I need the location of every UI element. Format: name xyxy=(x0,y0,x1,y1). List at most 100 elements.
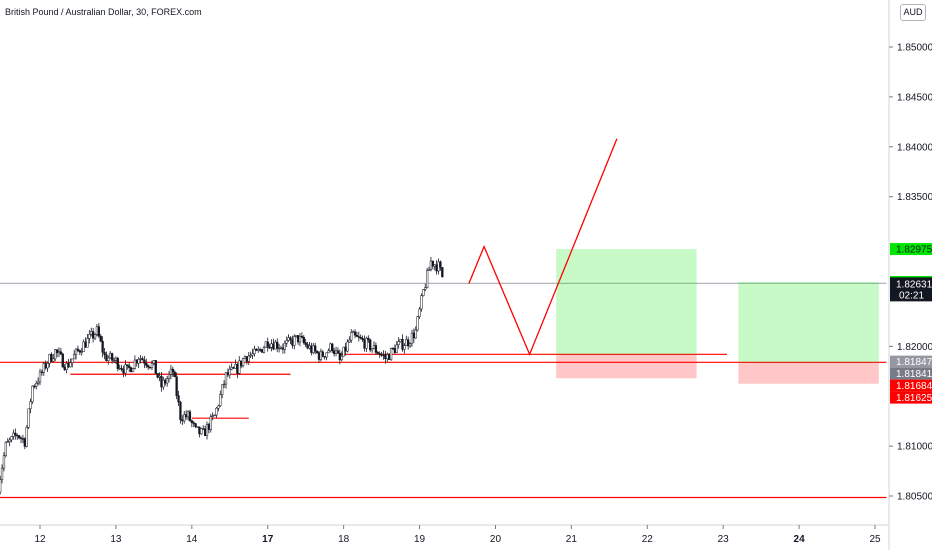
countdown-label: 02:21 xyxy=(899,290,924,301)
candle-body xyxy=(194,423,197,427)
date-tick-label: 17 xyxy=(262,534,274,545)
candle-body xyxy=(327,350,330,354)
candle-body xyxy=(0,467,4,480)
position-target-zone xyxy=(556,249,697,355)
candle-body xyxy=(217,405,220,409)
candle-body xyxy=(203,428,207,436)
price-tag-bg xyxy=(890,243,932,256)
candle-body xyxy=(80,351,83,353)
candle-body xyxy=(342,346,345,357)
candle-body xyxy=(200,428,203,435)
candle-body xyxy=(300,336,304,338)
price-axis[interactable]: 1.85000 1.84500 1.84000 1.83500 1.82000 1.810… xyxy=(889,43,932,503)
candle-body xyxy=(150,363,154,368)
candle-body xyxy=(334,350,338,354)
candle-body xyxy=(91,331,95,339)
candle-body xyxy=(152,360,156,364)
date-tick-label: 19 xyxy=(414,534,426,545)
candle-body xyxy=(209,416,212,430)
candle-body xyxy=(240,360,243,367)
candle-body xyxy=(302,337,305,343)
candle-body xyxy=(156,373,159,378)
candle-body xyxy=(336,350,340,354)
candle-body xyxy=(196,426,199,428)
position-stop-zone xyxy=(738,362,879,384)
candle-body xyxy=(179,401,182,420)
candle-body xyxy=(57,351,61,353)
candle-body xyxy=(82,341,85,352)
price-tick-label: 1.81000 xyxy=(897,442,932,453)
candle-body xyxy=(110,353,114,361)
date-tick-label: 20 xyxy=(490,534,502,545)
candle-body xyxy=(25,427,28,447)
candle-body xyxy=(386,354,389,360)
candle-body xyxy=(270,343,273,348)
candle-body xyxy=(12,432,15,437)
candle-body xyxy=(211,415,214,417)
candle-body xyxy=(184,414,188,418)
candle-body xyxy=(332,350,336,354)
candle-body xyxy=(69,362,72,368)
candle-body xyxy=(321,351,324,357)
candle-body xyxy=(226,372,230,376)
candle-body xyxy=(323,356,326,358)
candle-body xyxy=(317,352,321,360)
position-stop-zone xyxy=(556,354,697,379)
candle-body xyxy=(6,441,9,443)
candle-body xyxy=(420,295,423,310)
candle-body xyxy=(439,261,442,268)
price-tag-label: 1.81625 xyxy=(896,393,932,404)
candle-body xyxy=(441,267,444,278)
candle-body xyxy=(27,408,30,428)
candle-body xyxy=(221,384,224,395)
candle-body xyxy=(162,379,165,388)
candle-body xyxy=(276,341,279,349)
candle-body xyxy=(293,336,296,346)
position-boxes xyxy=(556,249,879,384)
candle-body xyxy=(21,438,25,440)
candle-body xyxy=(105,354,108,361)
candle-body xyxy=(181,419,184,422)
price-tag-label: 1.81684 xyxy=(896,381,932,392)
candle-body xyxy=(93,334,97,339)
price-tick-label: 1.85000 xyxy=(897,43,932,54)
candle-body xyxy=(190,420,193,423)
currency-badge[interactable]: AUD xyxy=(900,4,926,21)
candle-body xyxy=(416,316,419,331)
candle-body xyxy=(253,348,256,354)
candle-body xyxy=(222,383,226,386)
candle-body xyxy=(348,339,351,343)
candle-body xyxy=(207,424,211,430)
candle-body xyxy=(126,364,129,367)
date-tick-label: 25 xyxy=(869,534,881,545)
candle-body xyxy=(308,345,311,349)
candle-body xyxy=(141,358,144,361)
candle-body xyxy=(63,366,66,371)
candle-body xyxy=(59,351,63,355)
candle-body xyxy=(346,341,349,352)
candle-body xyxy=(370,348,374,351)
candle-body xyxy=(435,264,438,272)
time-axis[interactable]: 12 13 14 17 18 19 20 21 22 23 24 25 xyxy=(34,525,881,545)
candle-body xyxy=(277,347,281,350)
candle-body xyxy=(78,350,82,353)
candle-body xyxy=(40,371,44,373)
candle-body xyxy=(351,331,355,333)
candle-body xyxy=(431,260,434,267)
candle-body xyxy=(122,369,125,374)
candle-body xyxy=(148,366,152,369)
candle-body xyxy=(109,353,112,359)
candle-body xyxy=(232,367,235,369)
candle-body xyxy=(418,308,421,317)
candle-body xyxy=(131,368,135,373)
candle-body xyxy=(389,347,393,360)
candle-body xyxy=(145,363,148,366)
candle-body xyxy=(325,352,328,358)
candle-body xyxy=(158,375,161,378)
price-tag-bg xyxy=(890,367,932,380)
candle-body xyxy=(376,352,379,354)
candle-body xyxy=(101,340,104,353)
candle-body xyxy=(139,358,142,360)
date-tick-label: 23 xyxy=(718,534,730,545)
